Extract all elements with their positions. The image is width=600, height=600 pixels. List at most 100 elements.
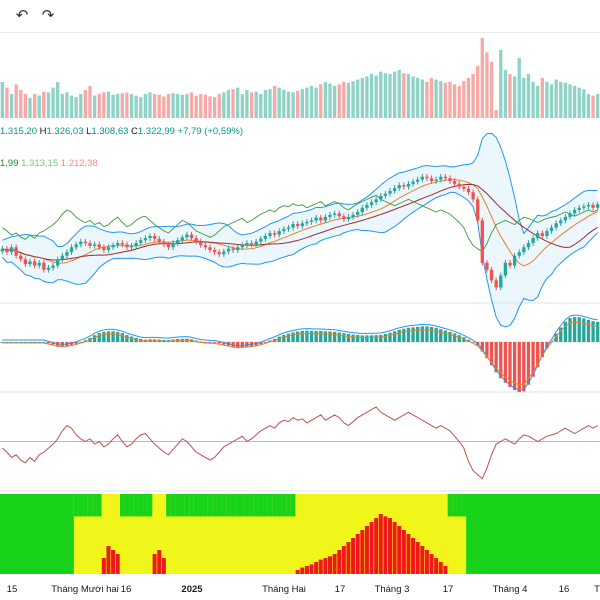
low-label: L bbox=[86, 126, 92, 137]
zone-red-column bbox=[346, 542, 351, 574]
zone-column bbox=[152, 494, 158, 574]
ohlc-legend: 1.315,20 H1.326,03 L1.308,63 C1.322,99 +… bbox=[0, 126, 243, 137]
volume-bar bbox=[171, 93, 175, 118]
volume-bar bbox=[296, 90, 300, 118]
volume-bar bbox=[485, 52, 489, 118]
volume-bar bbox=[379, 71, 383, 118]
candle-body bbox=[259, 238, 263, 242]
zone-green-cap bbox=[253, 494, 259, 517]
zone-green-cap bbox=[452, 494, 458, 517]
zone-red-column bbox=[429, 554, 434, 574]
candle-body bbox=[162, 241, 166, 245]
volume-bar bbox=[332, 86, 337, 118]
zone-green-cap bbox=[461, 494, 467, 517]
zone-green-cap bbox=[258, 494, 264, 517]
zone-column bbox=[101, 494, 107, 574]
volume-bar bbox=[559, 82, 563, 118]
candle-body bbox=[346, 216, 351, 220]
volume-bar bbox=[106, 91, 111, 118]
zone-column bbox=[530, 494, 536, 574]
candle-body bbox=[171, 243, 175, 248]
macd-histogram-bar bbox=[337, 332, 341, 342]
volume-bar bbox=[402, 73, 406, 118]
zone-column bbox=[50, 494, 56, 574]
candle-body bbox=[194, 238, 198, 242]
macd-histogram-bar bbox=[116, 332, 120, 342]
candle-body bbox=[231, 248, 235, 251]
zone-column bbox=[198, 494, 204, 574]
volume-bar bbox=[282, 90, 286, 118]
candle-body bbox=[586, 204, 591, 207]
zone-green-cap bbox=[175, 494, 181, 517]
volume-bar bbox=[305, 87, 309, 118]
zone-red-column bbox=[355, 534, 360, 574]
zone-green-cap bbox=[456, 494, 463, 517]
macd-histogram-bar bbox=[212, 342, 217, 343]
macd-histogram-bar bbox=[291, 332, 295, 342]
x-tick-label: Tháng Hai bbox=[262, 584, 306, 595]
zone-column bbox=[281, 494, 287, 574]
candle-body bbox=[88, 243, 92, 246]
candle-body bbox=[19, 255, 23, 260]
zone-column bbox=[240, 494, 246, 574]
time-axis: 15 Tháng Mười hai 16 2025 Tháng Hai 17 T… bbox=[0, 578, 600, 600]
candle-body bbox=[28, 261, 32, 265]
moving-average-line-slow bbox=[2, 183, 598, 261]
volume-bar bbox=[448, 82, 452, 118]
candle-body bbox=[74, 244, 78, 248]
undo-icon[interactable]: ↶ bbox=[15, 7, 29, 24]
volume-bar bbox=[189, 92, 194, 118]
volume-bar bbox=[489, 62, 494, 118]
candle-body bbox=[572, 209, 577, 214]
candle-body bbox=[420, 176, 424, 180]
candle-body bbox=[452, 181, 457, 184]
macd-histogram-bar bbox=[457, 335, 461, 342]
volume-bar bbox=[231, 89, 235, 118]
moving-average-line bbox=[2, 179, 598, 267]
candle-body bbox=[559, 220, 563, 224]
macd-histogram-bar bbox=[51, 342, 55, 345]
volume-bar bbox=[194, 95, 198, 118]
candle-body bbox=[596, 204, 600, 208]
zone-column bbox=[175, 494, 181, 574]
candle-body bbox=[23, 259, 28, 265]
high-label: H bbox=[39, 126, 47, 137]
macd-histogram-bar bbox=[586, 319, 591, 342]
macd-histogram-bar bbox=[351, 334, 355, 342]
zone-column bbox=[170, 494, 176, 574]
zone-column bbox=[13, 494, 19, 574]
zone-green-cap bbox=[193, 494, 199, 517]
volume-bar bbox=[503, 70, 508, 118]
redo-icon[interactable]: ↷ bbox=[41, 7, 55, 24]
macd-histogram-bar bbox=[563, 321, 568, 342]
zone-column bbox=[203, 494, 209, 574]
zone-column bbox=[69, 494, 75, 574]
macd-histogram-bar bbox=[374, 335, 378, 342]
zone-column bbox=[336, 494, 343, 574]
macd-histogram-bar bbox=[522, 342, 526, 392]
zone-red-column bbox=[327, 556, 333, 574]
volume-bar bbox=[74, 97, 78, 118]
candle-body bbox=[56, 259, 60, 266]
candle-body bbox=[120, 243, 124, 245]
candle-body bbox=[439, 176, 443, 180]
macd-histogram-bar bbox=[554, 333, 558, 342]
volume-bar bbox=[5, 87, 9, 118]
zone-column bbox=[581, 494, 587, 574]
candle-body bbox=[314, 217, 318, 221]
zone-green-cap bbox=[267, 494, 273, 517]
volume-bar bbox=[143, 94, 148, 118]
volume-bar bbox=[536, 86, 540, 118]
volume-bar bbox=[374, 75, 378, 118]
zone-green-cap bbox=[286, 494, 292, 517]
bollinger-lower-line bbox=[1, 191, 599, 328]
zone-red-column bbox=[411, 538, 416, 574]
zone-red-column bbox=[161, 558, 166, 574]
x-tick-label: 16 bbox=[120, 584, 132, 595]
volume-bar bbox=[425, 82, 429, 118]
volume-bar bbox=[19, 90, 23, 118]
zone-column bbox=[304, 494, 310, 574]
volume-bar bbox=[28, 98, 32, 118]
volume-bar bbox=[522, 78, 526, 118]
